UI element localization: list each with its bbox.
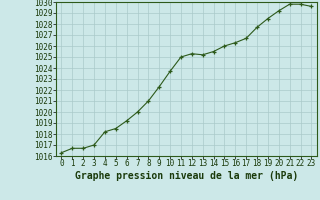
X-axis label: Graphe pression niveau de la mer (hPa): Graphe pression niveau de la mer (hPa) <box>75 171 298 181</box>
